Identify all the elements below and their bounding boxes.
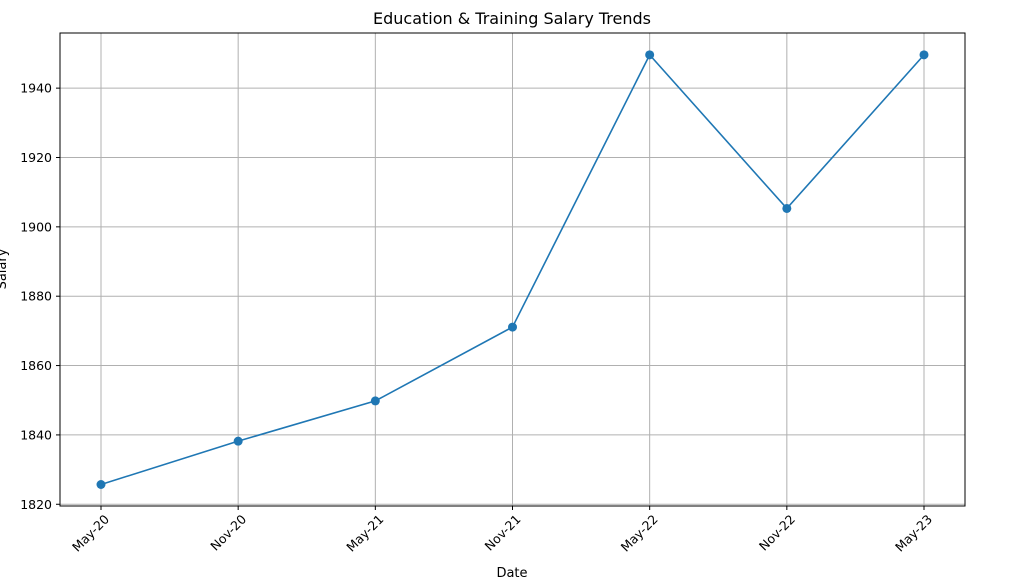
x-tick-label: May-23 — [892, 512, 935, 555]
x-tick-label: Nov-20 — [207, 511, 249, 553]
x-tick-label: May-22 — [618, 512, 661, 555]
data-point[interactable] — [919, 50, 929, 60]
data-point[interactable] — [96, 480, 106, 489]
data-point[interactable] — [645, 50, 655, 60]
chart-title: Education & Training Salary Trends — [373, 9, 651, 28]
x-tick-label: Nov-22 — [756, 512, 798, 554]
y-tick-label: 1940 — [20, 81, 52, 96]
x-axis-ticks: May-20 Nov-20 May-21 Nov-21 May-22 Nov-22 May-… — [69, 506, 935, 555]
x-tick-label: Nov-21 — [482, 512, 524, 554]
y-tick-label: 1920 — [20, 150, 52, 165]
data-point[interactable] — [370, 396, 380, 406]
y-axis-label: Salary — [0, 248, 10, 289]
data-point[interactable] — [233, 436, 243, 446]
series-layer — [96, 50, 929, 489]
y-axis-ticks: 1820 1840 1860 1880 1900 1920 1940 — [20, 81, 60, 512]
y-tick-label: 1860 — [20, 358, 52, 373]
grid-layer — [60, 33, 965, 506]
y-tick-label: 1820 — [20, 497, 52, 512]
y-tick-label: 1880 — [20, 289, 52, 304]
x-axis-label: Date — [496, 566, 527, 581]
data-point[interactable] — [782, 203, 792, 213]
y-tick-label: 1840 — [20, 427, 52, 442]
data-point[interactable] — [508, 322, 517, 332]
x-tick-label: May-21 — [343, 512, 386, 555]
y-tick-label: 1900 — [20, 219, 52, 234]
x-tick-label: May-20 — [69, 511, 112, 554]
